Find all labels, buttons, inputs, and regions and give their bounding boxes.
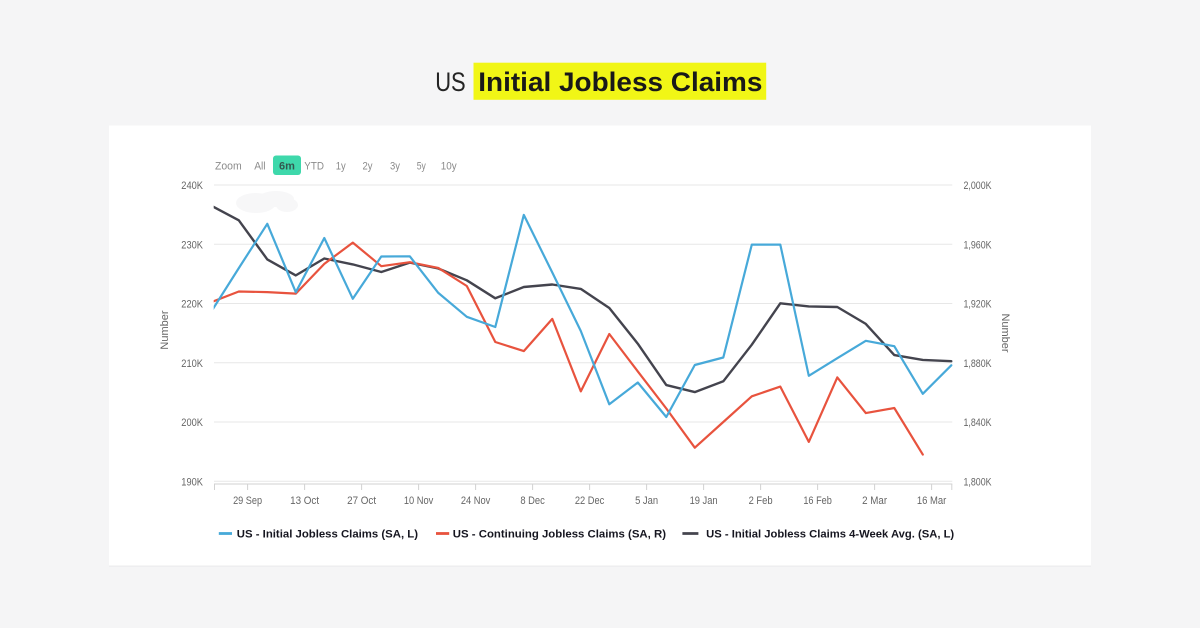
svg-text:Number: Number [159,310,171,349]
svg-text:190K: 190K [181,476,203,488]
svg-text:210K: 210K [181,358,203,370]
svg-text:19 Jan: 19 Jan [690,495,718,507]
svg-text:200K: 200K [181,417,203,429]
svg-text:29 Sep: 29 Sep [233,495,262,507]
svg-text:22 Dec: 22 Dec [575,495,605,507]
svg-text:10 Nov: 10 Nov [404,495,434,507]
svg-text:5 Jan: 5 Jan [635,495,658,507]
svg-text:220K: 220K [181,299,203,311]
svg-text:US - Initial Jobless Claims (S: US - Initial Jobless Claims (SA, L) [237,528,419,540]
svg-text:US - Initial Jobless Claims 4-: US - Initial Jobless Claims 4-Week Avg. … [706,528,954,540]
svg-text:1,880K: 1,880K [964,358,993,370]
svg-text:2,000K: 2,000K [964,180,993,192]
svg-text:10y: 10y [441,161,457,173]
svg-text:1y: 1y [336,161,346,173]
svg-text:2 Feb: 2 Feb [749,495,773,507]
svg-text:5y: 5y [417,161,426,173]
svg-text:YTD: YTD [304,161,324,173]
svg-text:2 Mar: 2 Mar [862,495,887,507]
svg-text:1,800K: 1,800K [964,476,993,488]
svg-text:16 Feb: 16 Feb [803,495,832,507]
svg-text:All: All [254,161,265,173]
svg-text:8 Dec: 8 Dec [520,495,545,507]
svg-text:Number: Number [999,313,1011,352]
svg-text:Zoom: Zoom [215,161,242,173]
svg-text:6m: 6m [279,161,295,173]
svg-text:240K: 240K [181,180,203,192]
svg-text:1,920K: 1,920K [964,299,993,311]
svg-text:13 Oct: 13 Oct [290,495,319,507]
svg-text:Initial Jobless Claims: Initial Jobless Claims [478,67,762,97]
svg-text:3y: 3y [390,161,400,173]
svg-text:1,960K: 1,960K [964,239,993,251]
svg-text:24 Nov: 24 Nov [461,495,491,507]
svg-text:US: US [435,67,466,97]
svg-text:230K: 230K [181,239,203,251]
svg-text:27 Oct: 27 Oct [347,495,376,507]
svg-text:2y: 2y [363,161,373,173]
svg-text:16 Mar: 16 Mar [917,495,947,507]
svg-text:US - Continuing Jobless Claims: US - Continuing Jobless Claims (SA, R) [453,528,667,540]
svg-text:1,840K: 1,840K [964,417,993,429]
